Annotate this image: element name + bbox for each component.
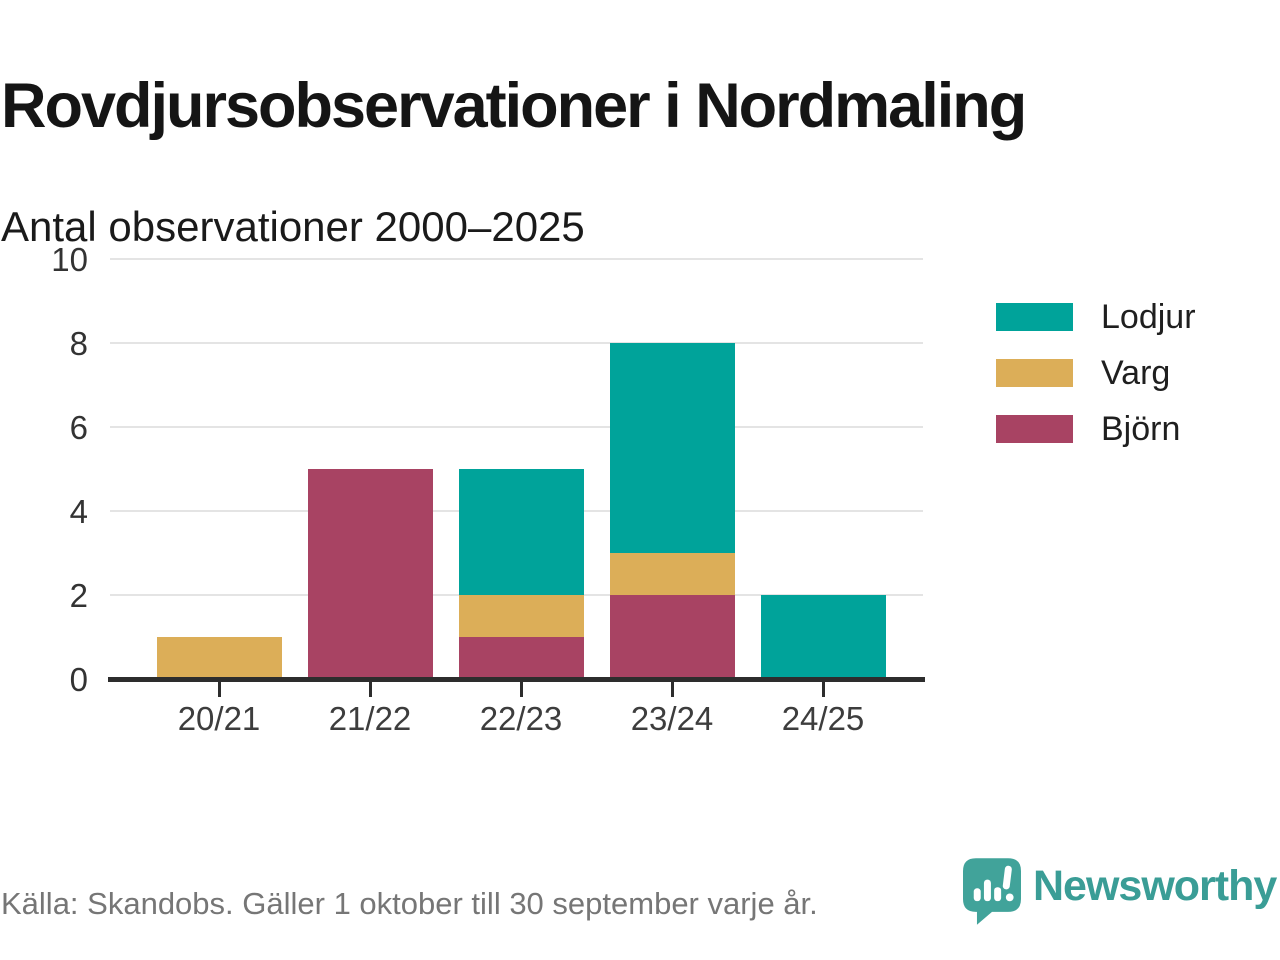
legend-label: Lodjur [1101, 298, 1196, 336]
bar-segment-varg-20/21 [156, 637, 282, 679]
x-axis-tick-label: 20/21 [177, 700, 261, 737]
bar-segment-lodjur-24/25 [760, 595, 886, 679]
legend-swatch-björn [996, 415, 1073, 443]
legend-label: Varg [1101, 354, 1171, 392]
y-axis-tick-label: 2 [69, 577, 88, 614]
gridline-y-8 [110, 342, 923, 344]
gridline-y-6 [110, 426, 923, 428]
legend-item-varg: Varg [996, 354, 1276, 392]
x-axis-tick [671, 682, 674, 697]
legend-swatch-varg [996, 359, 1073, 387]
x-axis-tick [520, 682, 523, 697]
x-axis-tick [369, 682, 372, 697]
x-axis-tick [822, 682, 825, 697]
y-axis-tick-label: 0 [69, 661, 88, 698]
y-axis-tick-label: 6 [69, 409, 88, 446]
bar-segment-lodjur-23/24 [609, 343, 735, 553]
x-axis-line [108, 677, 925, 682]
x-axis-tick-label: 24/25 [781, 700, 865, 737]
newsworthy-speech-bubble-chart-icon [963, 858, 1021, 930]
y-axis-tick-label: 8 [69, 325, 88, 362]
legend-item-björn: Björn [996, 410, 1276, 448]
source-note: Källa: Skandobs. Gäller 1 oktober till 3… [1, 886, 818, 921]
x-axis-tick-label: 23/24 [630, 700, 714, 737]
newsworthy-wordmark: Newsworthy [1033, 862, 1277, 910]
x-axis-tick [218, 682, 221, 697]
bar-segment-varg-22/23 [458, 595, 584, 637]
chart-subtitle: Antal observationer 2000–2025 [1, 202, 585, 250]
x-axis-tick-label: 22/23 [479, 700, 563, 737]
bar-segment-lodjur-22/23 [458, 469, 584, 595]
bar-segment-björn-23/24 [609, 595, 735, 679]
y-axis-tick-label: 4 [69, 493, 88, 530]
bar-segment-björn-22/23 [458, 637, 584, 679]
y-axis-tick-label: 10 [51, 241, 88, 278]
legend-item-lodjur: Lodjur [996, 298, 1276, 336]
legend-label: Björn [1101, 410, 1181, 448]
newsworthy-logo: Newsworthy [963, 856, 1279, 926]
chart-title: Rovdjursobservationer i Nordmaling [1, 71, 1027, 142]
bar-segment-varg-23/24 [609, 553, 735, 595]
legend-swatch-lodjur [996, 303, 1073, 331]
bar-segment-björn-21/22 [307, 469, 433, 679]
gridline-y-10 [110, 258, 923, 260]
x-axis-tick-label: 21/22 [328, 700, 412, 737]
